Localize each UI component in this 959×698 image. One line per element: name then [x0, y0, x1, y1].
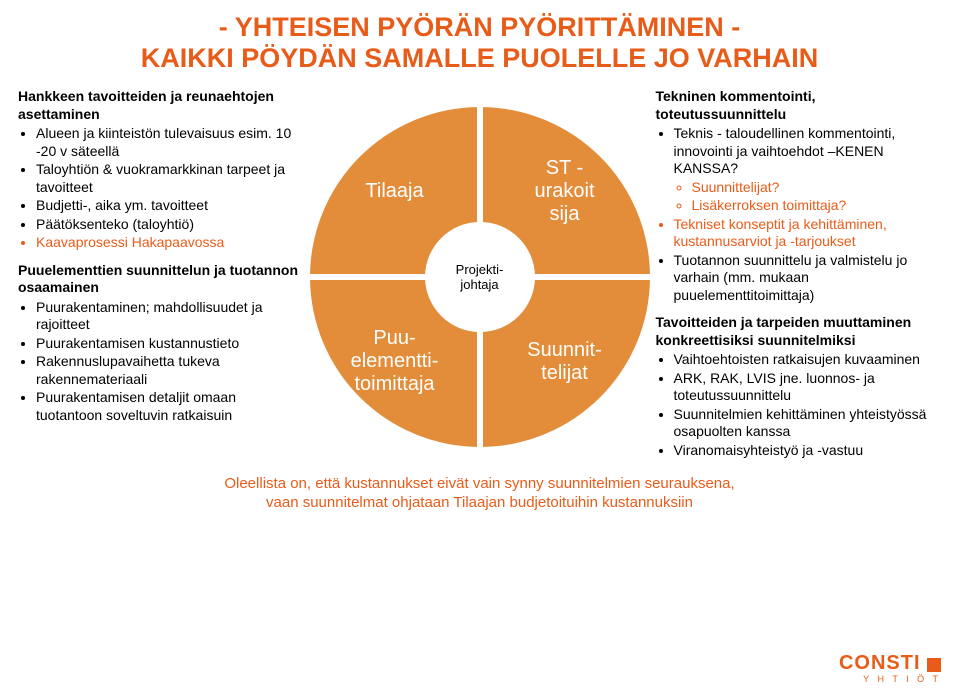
right-sect1-head: Tekninen kommentointi, toteutussuunnitte… — [656, 88, 942, 123]
circle-diagram: Tilaaja ST - urakoit sija Puu- elementti… — [310, 107, 650, 447]
right-sect2-head: Tavoitteiden ja tarpeiden muuttaminen ko… — [656, 314, 942, 349]
left-sect1-head: Hankkeen tavoitteiden ja reunaehtojen as… — [18, 88, 304, 123]
list-item: Puurakentamisen detaljit omaan tuotantoo… — [36, 389, 304, 424]
logo-box-icon — [927, 658, 941, 672]
right-column: Tekninen kommentointi, toteutussuunnitte… — [650, 84, 942, 469]
left-column: Hankkeen tavoitteiden ja reunaehtojen as… — [18, 84, 310, 469]
list-item: Tekniset konseptit ja kehittäminen, kust… — [674, 216, 942, 251]
quad-label: Suunnit- telijat — [527, 339, 602, 385]
footer-line-2: vaan suunnitelmat ohjataan Tilaajan budj… — [18, 494, 941, 513]
footer-line-1: Oleellista on, että kustannukset eivät v… — [18, 475, 941, 494]
quad-label: Puu- elementti- toimittaja — [351, 327, 439, 396]
list-item: Vaihtoehtoisten ratkaisujen kuvaaminen — [674, 351, 942, 369]
list-item: Viranomaisyhteistyö ja -vastuu — [674, 442, 942, 460]
left-sect2-head: Puuelementtien suunnittelun ja tuotannon… — [18, 262, 304, 297]
right-sect2-list: Vaihtoehtoisten ratkaisujen kuvaaminen A… — [656, 351, 942, 459]
list-item: Alueen ja kiinteistön tulevaisuus esim. … — [36, 125, 304, 160]
page-title: - YHTEISEN PYÖRÄN PYÖRITTÄMINEN - KAIKKI… — [18, 12, 941, 74]
list-item: Taloyhtiön & vuokramarkkinan tarpeet ja … — [36, 161, 304, 196]
list-item: Puurakentamisen kustannustieto — [36, 335, 304, 353]
title-line-2: KAIKKI PÖYDÄN SAMALLE PUOLELLE JO VARHAI… — [18, 43, 941, 74]
list-item: Lisäkerroksen toimittaja? — [692, 197, 942, 215]
list-item: Teknis - taloudellinen kommentointi, inn… — [674, 125, 942, 215]
list-item: Budjetti-, aika ym. tavoitteet — [36, 197, 304, 215]
list-item: Tuotannon suunnittelu ja valmistelu jo v… — [674, 252, 942, 305]
quad-label: ST - urakoit sija — [534, 157, 594, 226]
list-item: Rakennuslupavaihetta tukeva rakennemater… — [36, 353, 304, 388]
quad-label: Tilaaja — [365, 180, 423, 203]
center-column: Tilaaja ST - urakoit sija Puu- elementti… — [310, 84, 650, 469]
list-item-text: Teknis - taloudellinen kommentointi, inn… — [674, 125, 896, 176]
brand-logo: CONSTI Y H T I Ö T — [839, 653, 941, 684]
hub-label: Projekti- johtaja — [425, 222, 535, 332]
list-item: Päätöksenteko (taloyhtiö) — [36, 216, 304, 234]
list-item: Kaavaprosessi Hakapaavossa — [36, 234, 304, 252]
list-item: Puurakentaminen; mahdollisuudet ja rajoi… — [36, 299, 304, 334]
hub-text: Projekti- johtaja — [456, 262, 504, 292]
title-line-1: - YHTEISEN PYÖRÄN PYÖRITTÄMINEN - — [18, 12, 941, 43]
left-sect1-list: Alueen ja kiinteistön tulevaisuus esim. … — [18, 125, 304, 252]
page: - YHTEISEN PYÖRÄN PYÖRITTÄMINEN - KAIKKI… — [0, 0, 959, 698]
left-sect2-list: Puurakentaminen; mahdollisuudet ja rajoi… — [18, 299, 304, 425]
logo-sub: Y H T I Ö T — [839, 675, 941, 684]
list-item: Suunnittelijat? — [692, 179, 942, 197]
columns: Hankkeen tavoitteiden ja reunaehtojen as… — [18, 84, 941, 469]
list-item: ARK, RAK, LVIS jne. luonnos- ja toteutus… — [674, 370, 942, 405]
logo-word: CONSTI — [839, 652, 921, 674]
sub-list: Suunnittelijat? Lisäkerroksen toimittaja… — [674, 179, 942, 215]
list-item: Suunnitelmien kehittäminen yhteistyössä … — [674, 406, 942, 441]
footer-note: Oleellista on, että kustannukset eivät v… — [18, 475, 941, 513]
right-sect1-list: Teknis - taloudellinen kommentointi, inn… — [656, 125, 942, 304]
